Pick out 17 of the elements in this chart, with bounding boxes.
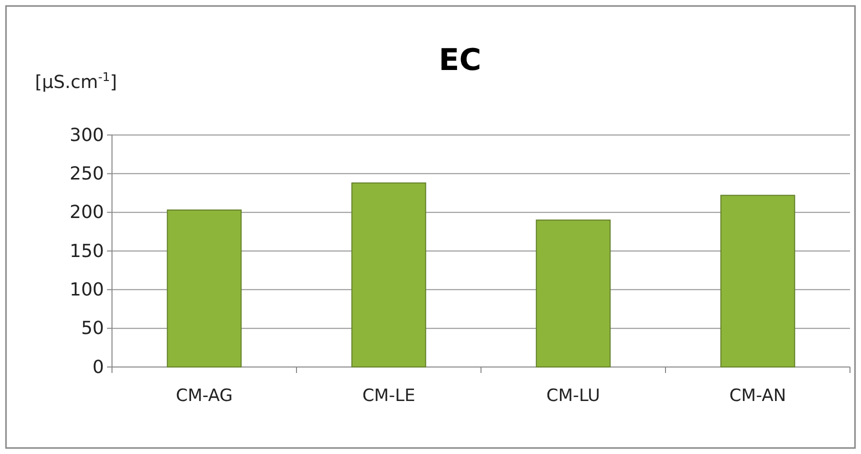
chart-title: EC [438,43,482,78]
y-tick-label: 50 [81,318,104,340]
bar [166,210,242,368]
bar [536,220,611,368]
y-tick-label: 150 [70,240,104,262]
bar [720,194,796,368]
y-tick-label: 300 [70,124,104,146]
x-tick-label: CM-AN [729,386,786,406]
y-tick-label: 100 [70,279,104,300]
y-axis-title: [µS.cm$^{-1}$] [35,70,118,93]
y-tick-label: 200 [70,202,104,224]
y-tick-label: 0 [92,356,104,378]
y-tick-label: 250 [70,163,104,184]
x-tick-label: CM-AG [176,386,233,406]
bar [351,182,426,368]
x-tick-label: CM-LE [362,386,416,406]
x-tick-label: CM-LU [546,386,600,406]
